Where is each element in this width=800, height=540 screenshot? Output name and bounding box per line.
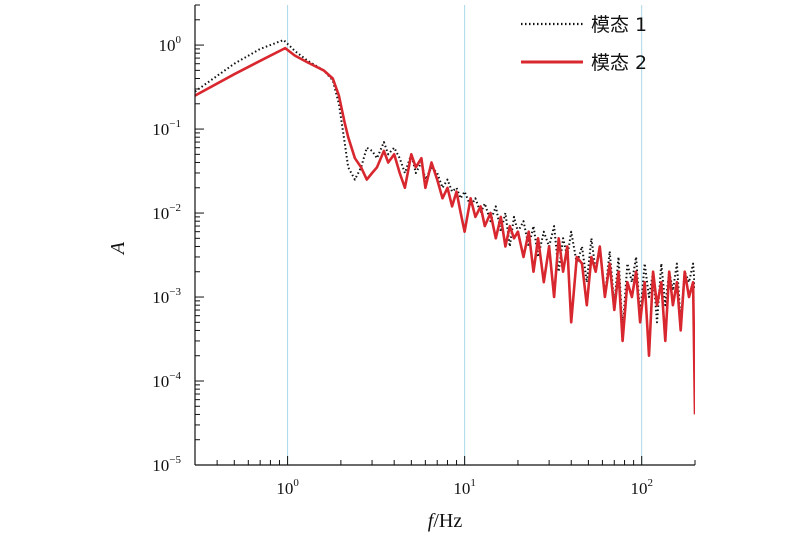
- y-tick-label-0: 100: [159, 34, 182, 55]
- x-tick-label-1: 101: [453, 477, 476, 498]
- series-layer: [195, 39, 695, 415]
- series-line-mode-1: [195, 39, 695, 332]
- x-tick-label-0: 100: [276, 477, 299, 498]
- series-line-mode-2: [195, 46, 695, 415]
- tick-labels: 100 101 102 100 10−1 10−2 10−3 10−4 10−5: [152, 34, 653, 498]
- legend-label-mode-1: 模态 1: [591, 14, 647, 36]
- y-tick-label-3: 10−3: [152, 286, 181, 307]
- x-tick-label-2: 102: [630, 477, 653, 498]
- legend: 模态 1 模态 2: [521, 14, 647, 74]
- axes-frame: [194, 5, 695, 466]
- x-axis-label: f/Hz: [428, 510, 463, 532]
- gridlines: [287, 5, 643, 465]
- x-axis-label-unit: /Hz: [433, 510, 462, 532]
- y-axis-label: A: [107, 241, 129, 256]
- ticks: [194, 4, 696, 466]
- y-tick-label-1: 10−1: [152, 118, 181, 139]
- y-tick-label-4: 10−4: [152, 370, 181, 391]
- x-axis-label-var: f: [428, 510, 436, 532]
- y-tick-label-2: 10−2: [152, 202, 181, 223]
- legend-label-mode-2: 模态 2: [591, 52, 647, 74]
- y-tick-label-5: 10−5: [152, 454, 181, 475]
